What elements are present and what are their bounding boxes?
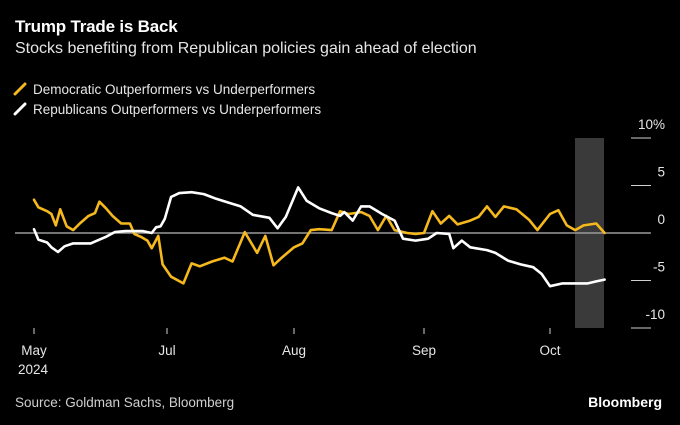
legend-label-republican: Republicans Outperformers vs Underperfor… <box>33 101 322 117</box>
legend-swatch-republican-icon <box>13 102 27 116</box>
y-tick-label: 0 <box>657 212 665 227</box>
series-democratic-line <box>32 198 606 285</box>
x-tick-label: Jul <box>158 343 175 358</box>
x-tick-label: Oct <box>539 343 560 358</box>
y-tick-label: -5 <box>653 260 665 275</box>
legend-item-republican: Republicans Outperformers vs Underperfor… <box>13 99 321 119</box>
bloomberg-logo: Bloomberg <box>588 394 662 410</box>
legend-label-democratic: Democratic Outperformers vs Underperform… <box>33 81 316 97</box>
y-tick-label: 5 <box>657 165 665 180</box>
chart-subtitle: Stocks benefiting from Republican polici… <box>15 40 477 57</box>
series-republican-line <box>32 186 606 288</box>
x-tick-label: May <box>21 343 47 358</box>
x-tick-sublabel: 2024 <box>18 362 49 377</box>
legend-swatch-democratic-icon <box>13 82 27 96</box>
y-tick-label: 10% <box>638 117 665 132</box>
source-note: Source: Goldman Sachs, Bloomberg <box>15 395 235 410</box>
legend: Democratic Outperformers vs Underperform… <box>13 79 321 119</box>
legend-item-democratic: Democratic Outperformers vs Underperform… <box>13 79 321 99</box>
y-tick-label: -10 <box>645 307 665 322</box>
x-tick-label: Aug <box>282 343 306 358</box>
chart-title: Trump Trade is Back <box>15 17 178 36</box>
x-tick-label: Sep <box>412 343 436 358</box>
